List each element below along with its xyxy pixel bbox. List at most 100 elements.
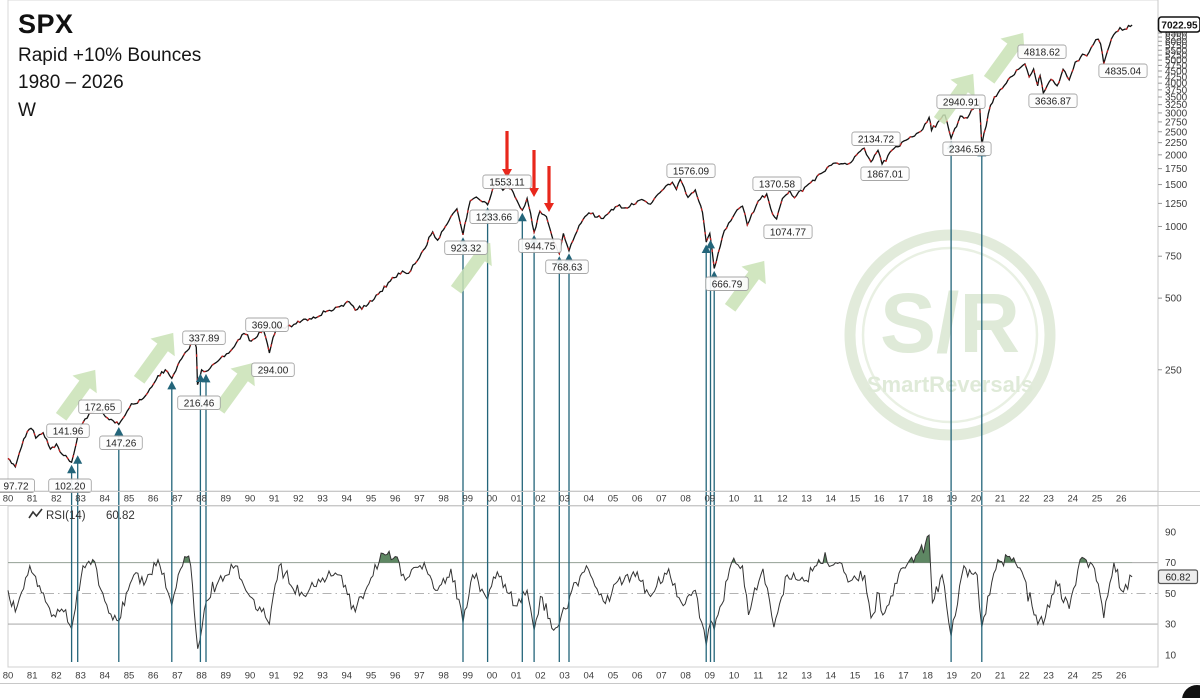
year-label: 23 [1043,494,1054,505]
red-down-arrow-head[interactable] [529,188,539,197]
price-label-box[interactable] [0,478,35,493]
price-label[interactable]: 97.72 [3,482,28,493]
bounce-triangle-marker[interactable] [167,380,177,390]
year-label: 15 [850,671,861,682]
price-label[interactable]: 337.89 [189,334,220,345]
bounce-triangle-marker[interactable] [517,212,527,222]
year-label: 02 [535,494,546,505]
axis-strips[interactable] [0,491,1200,684]
price-label[interactable]: 369.00 [252,321,283,332]
price-label[interactable]: 2940.91 [943,98,980,109]
price-label[interactable]: 4818.62 [1024,48,1061,59]
rsi-header[interactable]: RSI(14) 60.82 [28,508,135,522]
price-label-box[interactable] [545,259,589,274]
bounce-triangle-marker[interactable] [114,426,124,436]
year-label: 14 [826,494,837,505]
price-label-box[interactable] [942,141,992,156]
price-label[interactable]: 216.46 [184,399,215,410]
watermark: S/R SmartReversals [844,229,1056,441]
price-label-box[interactable] [860,166,910,181]
year-label: 14 [826,671,837,682]
year-label: 92 [293,494,304,505]
price-tick-label: 3750 [1165,85,1188,96]
price-label-box[interactable] [469,209,519,224]
price-label-box[interactable] [48,478,92,493]
price-label[interactable]: 1370.58 [759,180,796,191]
date-range-label: 1980 – 2026 [18,72,124,94]
price-label-box[interactable] [245,317,289,332]
price-label-box[interactable] [705,276,749,291]
price-label[interactable]: 102.20 [55,482,86,493]
price-label-box[interactable] [752,176,802,191]
price-tick-label: 6250 [1165,33,1188,44]
year-label: 24 [1068,494,1079,505]
price-label-box[interactable] [251,362,295,377]
year-label: 94 [342,494,353,505]
red-down-arrow-head[interactable] [502,169,512,178]
price-label[interactable]: 1867.01 [867,170,904,181]
price-label-box[interactable] [1017,44,1067,59]
price-label[interactable]: 944.75 [525,242,556,253]
corner-logo-circle[interactable] [1182,685,1200,698]
rsi-current-value: 60.82 [106,510,135,522]
green-bounce-arrow[interactable] [977,24,1035,89]
chart-subtitle: Rapid +10% Bounces [18,44,202,66]
price-label[interactable]: 141.96 [53,427,84,438]
price-label[interactable]: 768.63 [552,263,583,274]
price-label[interactable]: 172.65 [85,403,116,414]
rsi-panel[interactable] [7,505,1159,668]
price-label[interactable]: 1553.11 [489,178,525,189]
price-label[interactable]: 666.79 [712,280,743,291]
price-label-box[interactable] [518,238,562,253]
year-label: 84 [100,494,111,505]
price-label-box[interactable] [763,224,813,239]
year-label: 25 [1092,494,1103,505]
green-bounce-arrow[interactable] [127,324,185,389]
red-down-arrow-head[interactable] [544,203,554,212]
year-label: 23 [1043,671,1054,682]
year-label: 13 [801,494,812,505]
price-label[interactable]: 1576.09 [673,167,710,178]
bounce-triangle-marker[interactable] [701,244,711,254]
bounce-triangle-marker[interactable] [73,455,83,464]
green-bounce-arrow[interactable] [207,354,265,419]
price-label[interactable]: 294.00 [258,366,289,377]
price-label-box[interactable] [936,94,986,109]
price-label-box[interactable] [177,395,221,410]
bounce-triangle-marker[interactable] [67,464,77,474]
price-label[interactable]: 1074.77 [770,228,807,239]
year-label: 08 [680,671,691,682]
price-label[interactable]: 2346.58 [949,145,986,156]
year-label: 01 [511,494,522,505]
year-label: 18 [922,494,933,505]
price-label[interactable]: 147.26 [106,439,137,450]
price-tick-label: 1750 [1165,164,1188,175]
price-label-box[interactable] [46,423,90,438]
bounce-triangle-marker[interactable] [195,373,205,383]
price-tick-label: 250 [1165,365,1182,376]
bounce-triangle-marker[interactable] [706,239,715,249]
price-label-box[interactable] [1098,63,1148,78]
price-label-box[interactable] [1028,93,1078,108]
bounce-triangle-marker[interactable] [201,373,211,383]
price-label-box[interactable] [78,399,122,414]
green-bounce-arrow[interactable] [444,234,502,299]
price-label[interactable]: 3636.87 [1035,97,1072,108]
price-label-box[interactable] [444,240,488,255]
price-label-box[interactable] [666,163,716,178]
price-label-box[interactable] [182,330,226,345]
price-label-box[interactable] [99,435,143,450]
price-label[interactable]: 923.32 [451,244,482,255]
green-bounce-arrow[interactable] [49,361,107,426]
price-label[interactable]: 2134.72 [858,135,895,146]
price-label[interactable]: 4835.04 [1105,67,1142,78]
year-label: 00 [487,671,498,682]
year-label: 87 [172,494,183,505]
price-label-box[interactable] [482,174,532,189]
price-label[interactable]: 1233.66 [476,213,513,224]
rsi-title: RSI(14) [46,510,86,522]
year-label: 94 [342,671,353,682]
year-label: 96 [390,671,401,682]
price-label-box[interactable] [851,131,901,146]
